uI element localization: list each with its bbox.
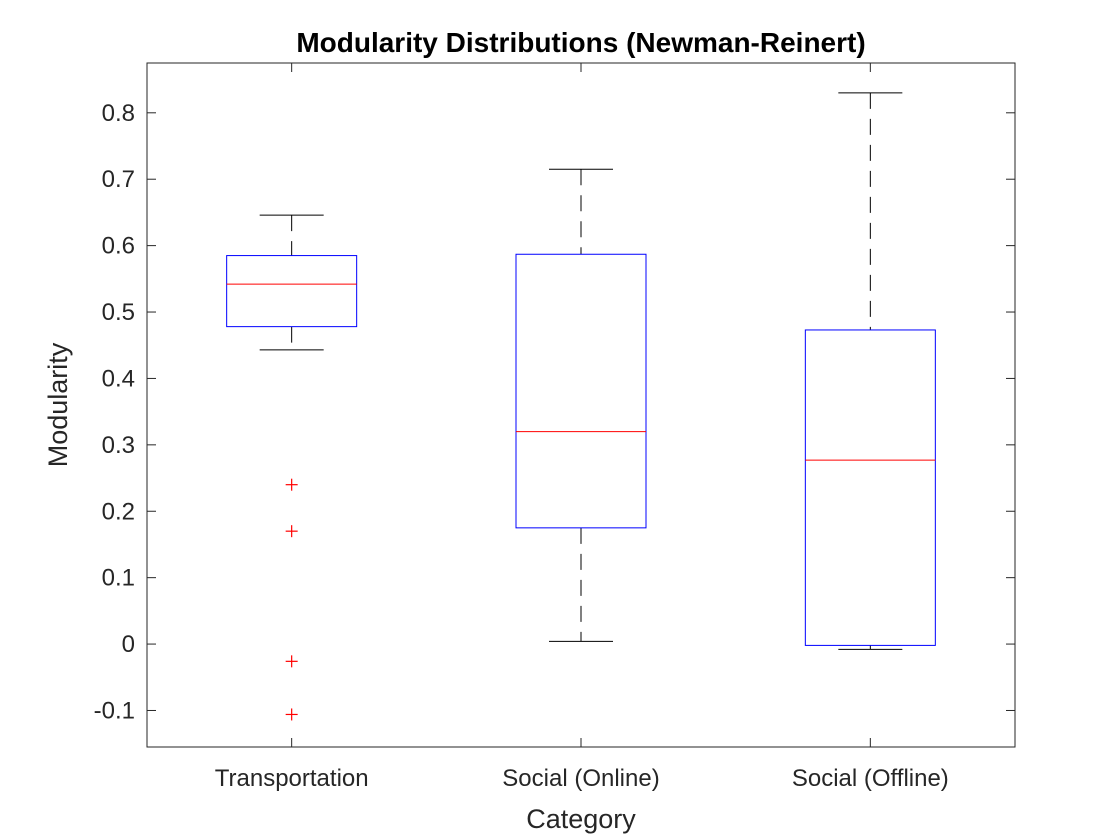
x-tick-label: Social (Offline) (792, 765, 949, 792)
axes-frame (146, 62, 1016, 748)
box-group (226, 214, 358, 721)
y-tick-label: -0.1 (94, 697, 135, 724)
box-group (515, 168, 647, 642)
outlier-marker (285, 525, 298, 538)
outlier-marker (285, 708, 298, 721)
y-tick-label: 0.8 (102, 100, 135, 127)
x-axis-label: Category (526, 804, 636, 834)
y-tick-label: 0.5 (102, 299, 135, 326)
x-tick-label: Transportation (215, 765, 369, 792)
box-group (804, 92, 936, 650)
chart-title: Modularity Distributions (Newman-Reinert… (296, 27, 865, 58)
outlier-marker (285, 655, 298, 668)
iqr-box (515, 253, 647, 529)
iqr-box (804, 329, 936, 646)
y-tick-label: 0.1 (102, 565, 135, 592)
y-tick-label: 0.7 (102, 166, 135, 193)
outlier-marker (285, 478, 298, 491)
y-tick-label: 0 (122, 631, 135, 658)
plot-area: -0.1 0 0.1 0.2 0.3 0.4 0.5 0.6 0.7 0.8 Transportat… (94, 62, 1016, 792)
y-tick-label: 0.6 (102, 233, 135, 260)
x-tick-label: Social (Online) (502, 765, 659, 792)
y-tick-label: 0.2 (102, 498, 135, 525)
y-tick-label: 0.4 (102, 365, 135, 392)
y-axis-label: Modularity (43, 342, 73, 467)
y-tick-label: 0.3 (102, 432, 135, 459)
iqr-box (226, 255, 358, 328)
